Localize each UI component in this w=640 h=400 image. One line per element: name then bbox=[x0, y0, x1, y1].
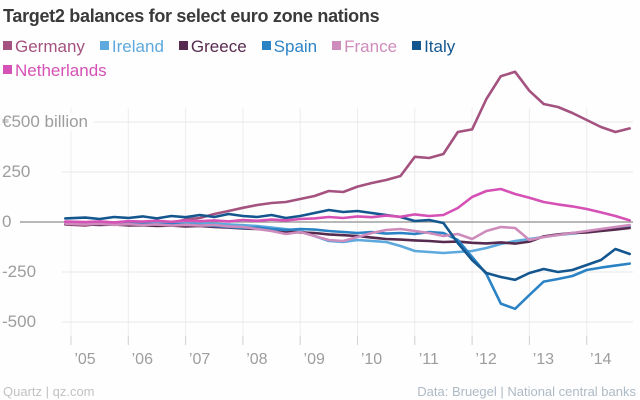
x-tick-label: ’11 bbox=[418, 351, 439, 368]
legend-label: Spain bbox=[273, 37, 318, 56]
legend-swatch-france bbox=[332, 41, 342, 50]
x-axis-ticks bbox=[70, 336, 588, 345]
legend-swatch-germany bbox=[3, 41, 12, 50]
legend-item-germany[interactable]: Germany bbox=[3, 37, 85, 57]
y-tick-label: -500 bbox=[2, 313, 43, 331]
legend-swatch-spain bbox=[261, 41, 271, 50]
y-tick-label: 250 bbox=[2, 163, 37, 181]
legend-swatch-italy bbox=[412, 41, 422, 50]
legend-swatch-greece bbox=[178, 41, 188, 50]
legend-item-france[interactable]: France bbox=[332, 37, 397, 57]
legend-item-italy[interactable]: Italy bbox=[412, 37, 455, 57]
series-lines bbox=[64, 70, 632, 311]
source-attribution-right: Data: Bruegel | National central banks bbox=[417, 384, 636, 399]
legend-item-spain[interactable]: Spain bbox=[261, 37, 318, 57]
x-tick-label: ’13 bbox=[532, 351, 555, 368]
y-tick-label: -250 bbox=[2, 263, 43, 281]
series-line-italy bbox=[64, 208, 632, 282]
x-tick-label: ’10 bbox=[360, 351, 383, 368]
x-tick-label: ’08 bbox=[246, 351, 268, 368]
legend-label: Germany bbox=[15, 37, 85, 56]
legend-swatch-ireland bbox=[99, 41, 109, 50]
legend: Germany Ireland Greece Spain France Italy Net… bbox=[3, 37, 603, 85]
source-attribution-left: Quartz | qz.com bbox=[3, 384, 95, 399]
x-tick-label: ’09 bbox=[303, 351, 325, 368]
legend-item-ireland[interactable]: Ireland bbox=[99, 37, 164, 57]
legend-label: France bbox=[344, 37, 398, 56]
chart-title: Target2 balances for select euro zone na… bbox=[3, 6, 380, 26]
horizontal-gridlines bbox=[20, 121, 633, 323]
x-tick-label: ’14 bbox=[590, 351, 612, 368]
legend-label: Italy bbox=[424, 37, 456, 56]
legend-row-1: Germany Ireland Greece Spain France Italy bbox=[3, 37, 603, 57]
legend-row-2: Netherlands bbox=[3, 61, 603, 81]
legend-label: Greece bbox=[190, 37, 247, 56]
x-tick-label: ’06 bbox=[131, 351, 153, 368]
series-line-netherlands bbox=[64, 187, 632, 224]
legend-label: Netherlands bbox=[15, 61, 107, 80]
x-tick-label: ’07 bbox=[188, 351, 211, 368]
series-line-france bbox=[64, 222, 632, 243]
y-tick-label: 0 bbox=[2, 213, 18, 231]
y-tick-label: €500 billion bbox=[2, 113, 95, 131]
legend-item-netherlands[interactable]: Netherlands bbox=[3, 61, 107, 81]
x-tick-label: ’05 bbox=[74, 351, 96, 368]
legend-item-greece[interactable]: Greece bbox=[178, 37, 247, 57]
legend-label: Ireland bbox=[111, 37, 164, 56]
legend-swatch-netherlands bbox=[3, 65, 12, 74]
x-tick-label: ’12 bbox=[475, 351, 497, 368]
